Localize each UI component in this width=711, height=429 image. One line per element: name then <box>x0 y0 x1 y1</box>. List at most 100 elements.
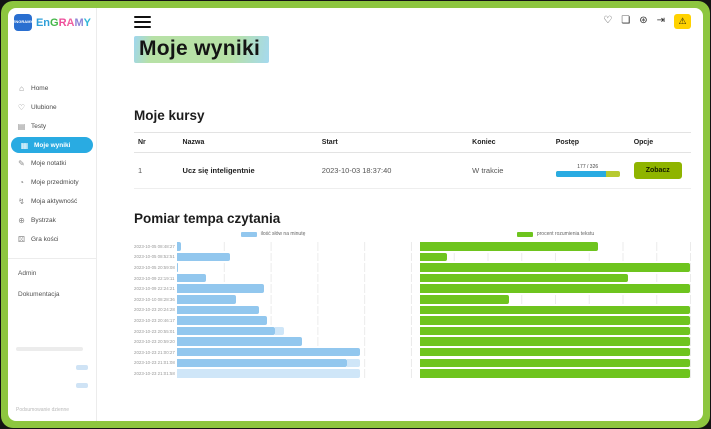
chart-row <box>420 273 691 284</box>
sidebar-item-label: Ulubione <box>31 104 57 111</box>
bar-tail <box>347 358 360 368</box>
chart-words-per-minute: ilość słów na minutę 2023-10-05 08:48:27 2… <box>134 231 412 379</box>
chart-row <box>420 283 691 294</box>
y-axis-tick-label: 2023-10-09 22:24:21 <box>134 286 175 292</box>
sidebar-item-testy[interactable]: ▤ Testy <box>8 117 96 136</box>
brand-wordmark: EnGRAMY <box>35 16 91 29</box>
sidebar-item-bystrzak[interactable]: ⊕ Bystrzak <box>8 211 96 230</box>
chart-row: 2023-10-05 08:52:51 <box>134 252 412 263</box>
sidebar-item-label: Bystrzak <box>31 217 56 224</box>
bar <box>420 252 447 262</box>
chart-row: 2023-10-23 20:24:28 <box>134 305 412 316</box>
sidebar-nav: ⌂ Home ♡ Ulubione ▤ Testy ▦ Moje wyniki ✎ Moje no… <box>8 79 96 249</box>
bar <box>177 369 360 378</box>
sidebar-item-moja-aktywno-[interactable]: ↯ Moja aktywność <box>8 192 96 211</box>
chart-row <box>420 294 691 305</box>
chart-row <box>420 326 691 337</box>
bar <box>420 369 690 378</box>
sidebar-item-label: Testy <box>31 123 47 130</box>
bar <box>420 263 690 272</box>
home-icon: ⌂ <box>19 84 24 93</box>
sidebar-item-moje-wyniki[interactable]: ▦ Moje wyniki <box>11 137 93 153</box>
y-axis-tick-label: 2023-10-10 08:28:36 <box>134 296 175 302</box>
footer-chip[interactable] <box>76 365 88 370</box>
bystrzak-icon: ⊕ <box>18 216 25 225</box>
tests-icon: ▤ <box>17 122 26 131</box>
chart-row <box>420 347 691 358</box>
zobacz-button[interactable]: Zobacz <box>633 162 682 179</box>
brand[interactable]: ENGRAMY EnGRAMY <box>8 8 96 35</box>
chart-track <box>177 326 412 336</box>
chart-row <box>420 315 691 326</box>
logout-icon[interactable]: ⇥ <box>656 15 665 26</box>
sidebar-item-gra-ko-ci[interactable]: ⚄ Gra kości <box>8 230 96 249</box>
sidebar-item-moje-notatki[interactable]: ✎ Moje notatki <box>8 154 96 173</box>
chart-track <box>177 305 412 315</box>
chart-track <box>420 295 691 304</box>
chat-icon[interactable]: ❏ <box>621 15 631 26</box>
column-header: Start <box>321 139 338 146</box>
bar <box>177 295 236 304</box>
app-window: ENGRAMY EnGRAMY ⌂ Home ♡ Ulubione ▤ Testy ▦ Moj… <box>8 8 703 421</box>
bar <box>177 273 207 283</box>
footer-note: Podsumowanie dzienne <box>16 407 70 413</box>
dice-icon: ⚄ <box>18 235 25 244</box>
bar <box>420 347 690 357</box>
alert-button[interactable]: ⚠ <box>674 13 691 29</box>
bar <box>420 337 690 346</box>
sidebar-item-home[interactable]: ⌂ Home <box>8 79 96 98</box>
topbar: ♡ ❏ ⊛ ⇥ ⚠ <box>134 8 691 34</box>
charts: ilość słów na minutę 2023-10-05 08:48:27 2… <box>134 231 691 379</box>
chart-track <box>420 326 691 336</box>
chart-track <box>420 273 691 283</box>
footer-chip[interactable] <box>76 383 88 388</box>
legend-label: ilość słów na minutę <box>260 231 306 237</box>
chart-row: 2023-10-23 20:59:20 <box>134 336 412 347</box>
chart-track <box>177 358 412 368</box>
chart-track <box>420 305 691 315</box>
topbar-icons: ♡ ❏ ⊛ ⇥ ⚠ <box>603 13 691 29</box>
heart-icon: ♡ <box>17 103 26 112</box>
sidebar-item-moje-przedmioty[interactable]: ◔ Moje przedmioty <box>8 173 96 192</box>
sidebar-item-ulubione[interactable]: ♡ Ulubione <box>8 98 96 117</box>
chart-row <box>420 368 691 379</box>
y-axis-tick-label: 2023-10-23 20:55:01 <box>134 328 175 334</box>
courses-table: Nr Nazwa Start Koniec Postęp Opcje 1 Ucz się … <box>134 132 691 189</box>
column-header: Koniec <box>472 139 496 146</box>
footer-chips <box>16 357 90 393</box>
reading-section: Pomiar tempa czytania ilość słów na minu… <box>134 211 691 379</box>
globe-icon[interactable]: ⊛ <box>639 15 648 26</box>
chart-row: 2023-10-09 22:24:21 <box>134 283 412 294</box>
bar <box>177 242 181 251</box>
reading-title: Pomiar tempa czytania <box>134 211 281 226</box>
cell-options: Zobacz <box>630 153 691 189</box>
bar <box>177 305 260 315</box>
bar <box>177 326 276 336</box>
favorite-icon[interactable]: ♡ <box>603 15 613 26</box>
chart-row <box>420 262 691 273</box>
bar <box>420 242 599 251</box>
sidebar-link-docs[interactable]: Dokumentacja <box>18 291 60 298</box>
progress-bar <box>555 171 620 177</box>
footer-progress-strip <box>16 347 83 351</box>
activity-icon: ↯ <box>18 197 25 206</box>
page-title: Moje wyniki <box>134 36 691 63</box>
sidebar-divider <box>8 258 96 259</box>
chart-track <box>177 273 412 283</box>
sidebar-item-label: Moje przedmioty <box>31 179 79 186</box>
y-axis-tick-label: 2023-10-23 20:59:20 <box>134 339 175 345</box>
legend-swatch-icon <box>240 231 257 237</box>
courses-section: Moje kursy Nr Nazwa Start Koniec Postęp Opcje… <box>134 108 691 189</box>
chart-legend: procent rozumienia tekstu <box>420 231 691 237</box>
chart-track <box>420 337 691 346</box>
menu-icon[interactable] <box>134 14 151 28</box>
chart-row: 2023-10-10 08:28:36 <box>134 294 412 305</box>
bar <box>177 358 348 368</box>
chart-track <box>420 316 691 325</box>
legend-swatch-icon <box>516 231 533 237</box>
chart-track <box>177 284 412 293</box>
sidebar-item-label: Gra kości <box>31 236 59 243</box>
chart-row: 2023-10-23 21:01:58 <box>134 368 412 379</box>
sidebar-link-admin[interactable]: Admin <box>18 270 37 277</box>
